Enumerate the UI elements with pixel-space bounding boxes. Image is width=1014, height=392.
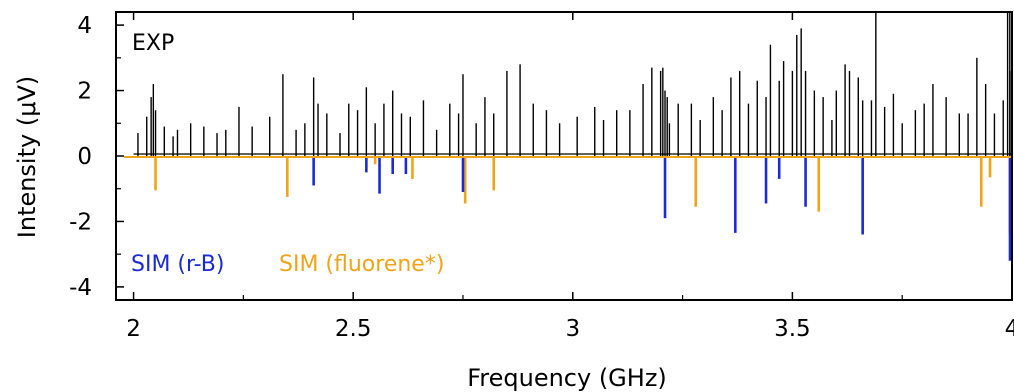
x-tick-label: 4 (1005, 316, 1014, 342)
sim-fluorene-label: SIM (fluorene*) (279, 252, 444, 277)
sim-fluorene-series (154, 156, 1012, 233)
y-axis-title: Intensity (μV) (13, 76, 41, 239)
exp-series (133, 13, 1012, 156)
x-tick-label: 3 (565, 316, 580, 342)
sim-rb-label: SIM (r-B) (131, 252, 224, 277)
y-tick-label: -2 (69, 209, 92, 235)
x-tick-label: 2 (126, 316, 141, 342)
y-tick-label: 4 (77, 13, 92, 39)
x-tick-label: 2.5 (335, 316, 372, 342)
y-tick-label: -4 (69, 275, 92, 301)
y-tick-label: 0 (77, 144, 92, 170)
exp-label: EXP (132, 31, 174, 56)
y-axis: 4 2 0 -2 -4 (69, 13, 124, 301)
x-tick-label: 3.5 (774, 316, 811, 342)
x-axis: 2 2.5 3 3.5 4 (126, 12, 1014, 342)
x-axis-title: Frequency (GHz) (467, 364, 667, 392)
y-tick-label: 2 (77, 79, 92, 105)
sim-rb-series (312, 156, 1012, 261)
